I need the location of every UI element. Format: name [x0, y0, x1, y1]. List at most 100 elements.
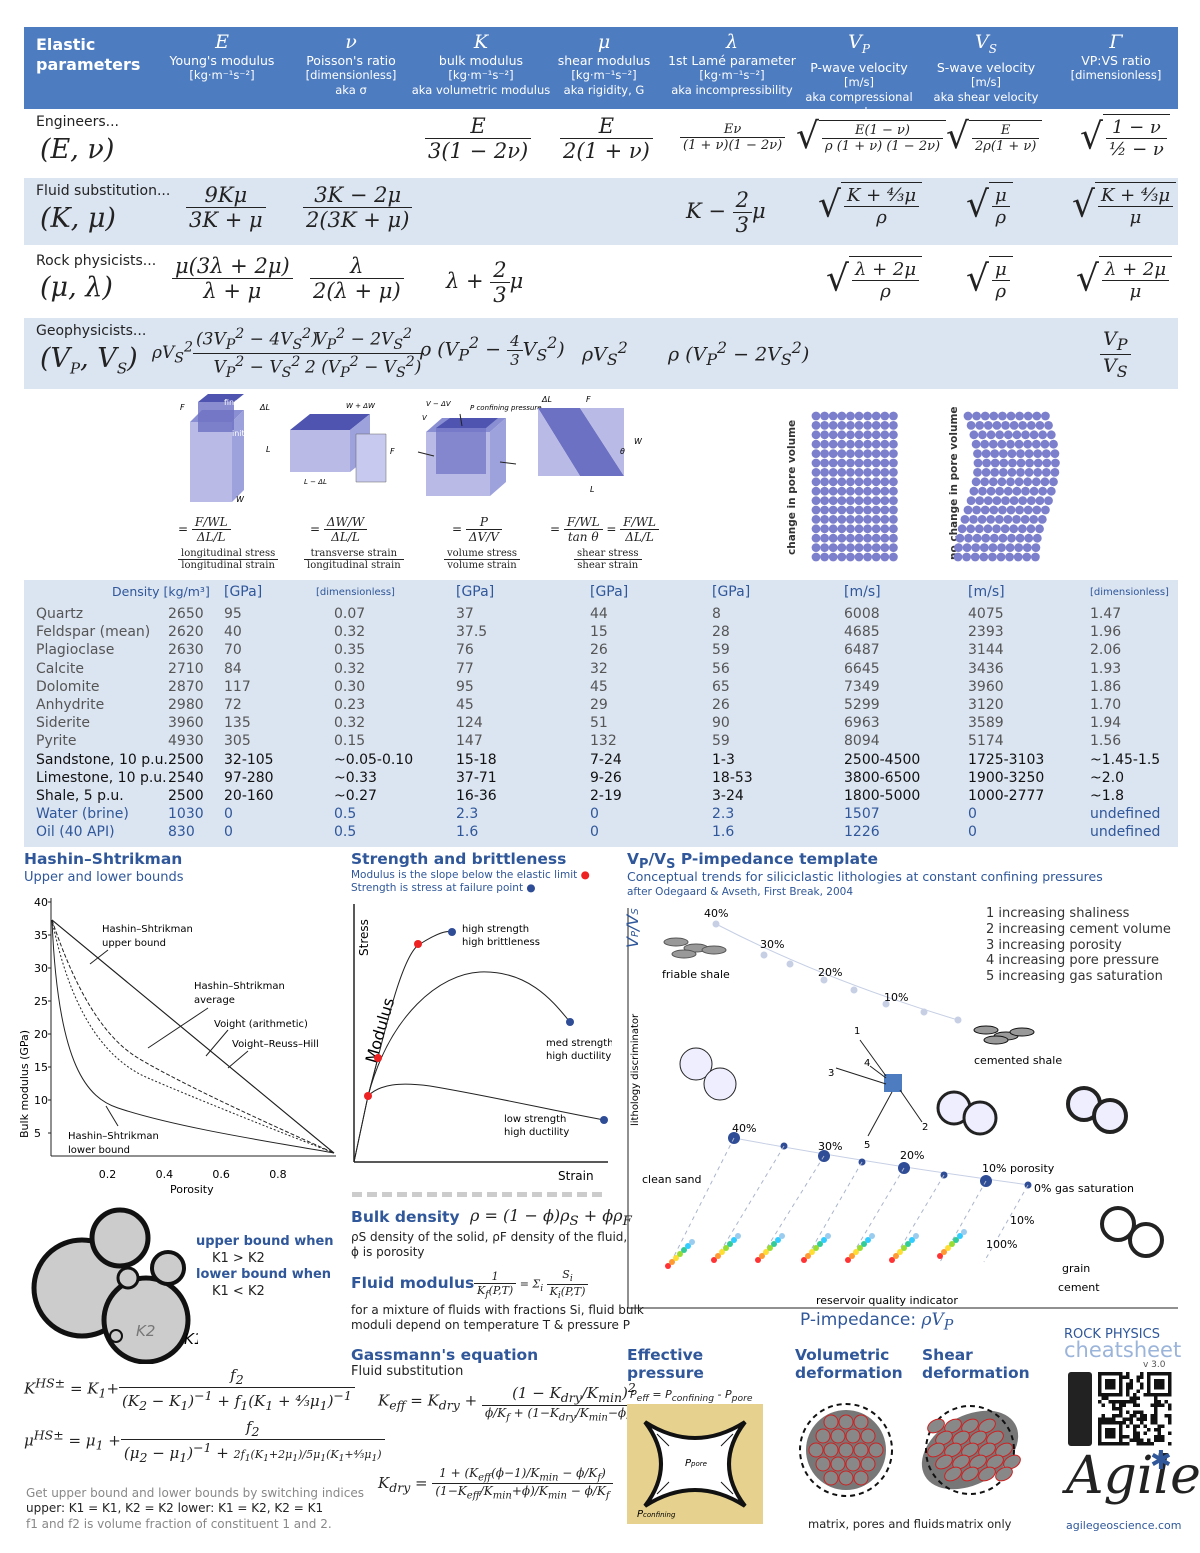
table-cell: 0.35	[334, 642, 366, 659]
table-cell: 2870	[168, 678, 204, 695]
svg-text:friable shale: friable shale	[662, 968, 730, 981]
svg-text:3: 3	[828, 1068, 834, 1079]
svg-text:clean sand: clean sand	[642, 1173, 702, 1186]
table-cell: 1.94	[1090, 715, 1122, 732]
table-cell: 2620	[168, 624, 204, 641]
table-cell: 45	[456, 697, 474, 713]
svg-text:W + ΔW: W + ΔW	[346, 402, 376, 410]
table-cell: ~2.0	[1090, 769, 1124, 786]
row-label-engineers: Engineers...	[36, 114, 119, 130]
table-cell: Limestone, 10 p.u.	[36, 769, 167, 786]
poisson-formula: = ΔW/W ΔL/L	[310, 515, 368, 544]
svg-text:average: average	[194, 995, 235, 1006]
svg-text:grain: grain	[1062, 1262, 1090, 1275]
vol-title: Volumetric deformation	[795, 1346, 903, 1382]
table-cell: 1.86	[1090, 678, 1122, 695]
table-cell: 26	[712, 697, 730, 713]
table-cell: 37-71	[456, 769, 497, 786]
eq-fl-vp: √ K + ⁴⁄₃μ ρ	[818, 182, 923, 228]
table-cell: 2.06	[1090, 642, 1122, 659]
table-cell: 0	[968, 806, 977, 823]
pore-packing	[811, 411, 1060, 562]
svg-text:Hashin–Shtrikman: Hashin–Shtrikman	[194, 981, 285, 992]
brand-l1: ROCK PHYSICS	[1064, 1327, 1160, 1342]
young-formula: = F/WL ΔL/L	[178, 515, 231, 544]
strength-chart: Stress Strain Modulus high strengthhigh …	[353, 904, 612, 1183]
bulk-formula: = P ΔV/V	[452, 515, 502, 544]
bulk-density-title: Bulk density	[351, 1208, 460, 1226]
table-units-row: Density [kg/m³] [GPa] [dimensionless] [G…	[112, 584, 1169, 600]
svg-text:upper bound: upper bound	[102, 938, 166, 949]
table-cell: 8	[712, 606, 721, 622]
table-cell: 0	[224, 806, 233, 823]
hs-xlabel: Porosity	[170, 1183, 214, 1196]
template-chart: VP/VS lithology discriminator reservoir …	[624, 907, 1178, 1309]
col-E: E Young's modulus [kg·m⁻¹s⁻²]	[169, 31, 275, 82]
table-row: Siderite 3960 135 0.32 124 51 90 6963 3589 1.94	[24, 715, 1178, 733]
table-cell: 20-160	[224, 788, 274, 804]
template-title: VP/VS P-impedance template	[627, 850, 878, 873]
lower-cond: K1 < K2	[212, 1284, 265, 1299]
table-cell: 95	[456, 678, 474, 695]
table-cell: 3120	[968, 697, 1004, 713]
table-cell: 0.15	[334, 733, 366, 750]
eq-geo-mu: ρVS2	[582, 338, 628, 370]
eq-fl-E: 9Kμ 3K + μ	[186, 183, 266, 232]
table-cell: 29	[590, 697, 608, 713]
hs-subtitle: Upper and lower bounds	[24, 870, 184, 885]
row-label-geo: Geophysicists...	[36, 323, 147, 339]
table-row: Quartz 2650 95 0.07 37 44 8 6008 4075 1.47	[24, 606, 1178, 624]
table-cell: 1.47	[1090, 606, 1122, 622]
svg-text:10%: 10%	[884, 991, 908, 1004]
table-cell: 77	[456, 660, 474, 677]
table-cell: 0.5	[334, 824, 357, 841]
table-cell: 51	[590, 715, 608, 732]
young-text: longitudinal stress longitudinal strain	[178, 548, 279, 571]
table-cell: 0.07	[334, 606, 366, 622]
svg-text:high ductility: high ductility	[546, 1051, 611, 1062]
table-cell: 1725-3103	[968, 751, 1045, 768]
poisson-text: transverse strain longitudinal strain	[304, 548, 404, 571]
table-cell: 15-18	[456, 751, 497, 768]
svg-text:lower bound: lower bound	[68, 1145, 130, 1156]
poisson-ratio-diagram: W + ΔW F L − ΔL	[290, 402, 395, 486]
svg-text:L: L	[590, 485, 594, 494]
table-cell: 2500	[168, 788, 204, 804]
gassmann-title: Gassmann's equation	[351, 1346, 539, 1364]
table-row: Dolomite 2870 117 0.30 95 45 65 7349 3960 1.86	[24, 679, 1178, 697]
svg-text:reservoir quality indicator: reservoir quality indicator	[816, 1294, 958, 1307]
hs-ytick: 20	[34, 1028, 48, 1041]
eq-eng-mu: E 2(1 + ν)	[560, 114, 653, 163]
table-cell: 2.3	[456, 806, 479, 823]
svg-text:Strain: Strain	[558, 1169, 594, 1183]
col-vp: VP P-wave velocity [m/s] aka compressional …	[805, 31, 913, 119]
hs-ytick: 15	[34, 1061, 48, 1074]
table-row: Calcite 2710 84 0.32 77 32 56 6645 3436 1.93	[24, 661, 1178, 679]
fm-d1: for a mixture of fluids with fractions S…	[351, 1303, 644, 1317]
table-cell: 1226	[844, 824, 880, 841]
hs-ytick: 30	[34, 962, 48, 975]
deformation-circles	[799, 1403, 1021, 1497]
svg-text:initial: initial	[232, 429, 254, 438]
table-cell: 4075	[968, 606, 1004, 622]
table-cell: 5174	[968, 733, 1004, 750]
gassmann-kdry: Kdry = 1 + (Keff(ϕ−1)/Kmin − ϕ/Kf) (1−Kef…	[378, 1466, 613, 1502]
table-cell: 3960	[168, 715, 204, 732]
table-cell: 3589	[968, 715, 1004, 732]
svg-text:med strength: med strength	[546, 1038, 612, 1049]
table-cell: 0	[590, 824, 599, 841]
shear-formula: = F/WL tan θ = F/WL ΔL/L	[550, 515, 659, 544]
table-cell: Oil (40 API)	[36, 824, 115, 841]
table-cell: 70	[224, 642, 242, 659]
svg-text:Voight–Reuss–Hill: Voight–Reuss–Hill	[232, 1039, 319, 1050]
svg-text:Stress: Stress	[357, 919, 371, 956]
hs-xtick: 0.2	[99, 1168, 117, 1181]
svg-text:high ductility: high ductility	[504, 1127, 569, 1138]
table-cell: 2500	[168, 751, 204, 768]
template-sub2: after Odegaard & Avseth, First Break, 20…	[627, 886, 854, 898]
hs-xtick: 0.6	[212, 1168, 230, 1181]
svg-text:V: V	[422, 414, 428, 422]
table-cell: 1-3	[712, 751, 735, 768]
svg-text:F: F	[586, 395, 591, 404]
